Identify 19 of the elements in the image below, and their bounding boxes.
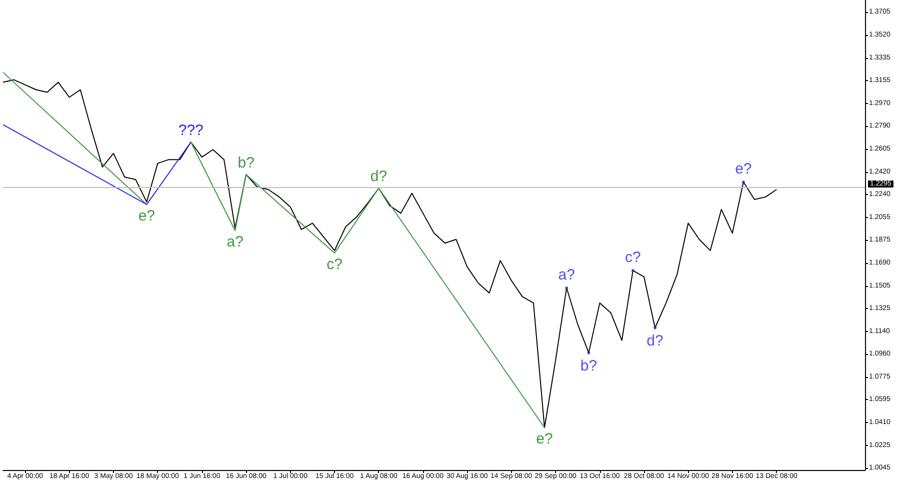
point — [742, 180, 745, 184]
point — [587, 351, 590, 354]
data-label: d? — [370, 168, 388, 186]
line-series — [2, 79, 778, 428]
point — [654, 326, 657, 330]
data-label: c? — [326, 256, 342, 274]
data-label: e? — [735, 160, 752, 178]
data-label: a? — [558, 266, 575, 284]
data-label: ??? — [178, 122, 204, 140]
data-label: d? — [646, 332, 664, 350]
data-label: b? — [580, 357, 598, 374]
data-label: e? — [536, 430, 553, 448]
point — [565, 286, 568, 290]
data-label: a? — [226, 234, 244, 251]
point — [631, 269, 634, 272]
data-label: e? — [138, 207, 156, 224]
data-label: c? — [625, 249, 641, 266]
line-series — [190, 142, 546, 428]
data-label: b? — [238, 154, 254, 172]
